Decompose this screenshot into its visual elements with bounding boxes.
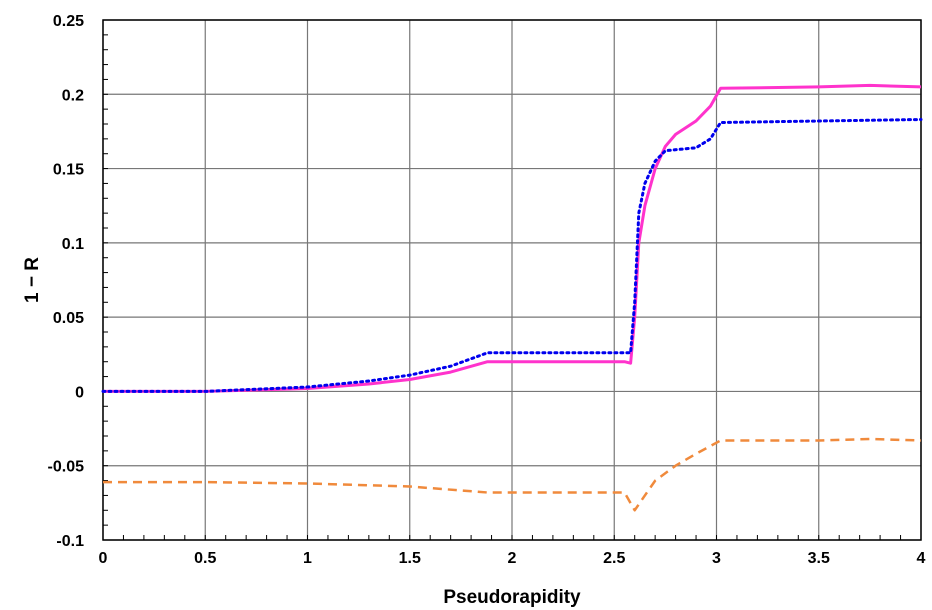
y-tick-label: 0.25 [53, 13, 84, 30]
x-tick-label: 1.5 [399, 550, 421, 567]
x-tick-label: 3.5 [808, 550, 830, 567]
y-tick-label: -0.05 [48, 459, 85, 476]
x-axis-title: Pseudorapidity [443, 587, 581, 608]
x-tick-label: 3 [712, 550, 721, 567]
gridlines [102, 19, 922, 541]
y-tick-label: 0 [75, 384, 84, 401]
tick-labels: 0 0.5 1 1.5 2 2.5 3 3.5 4 -0.1 -0.05 0 0.05 0.1 0.15 0.… [48, 13, 926, 567]
y-tick-label: 0.15 [53, 162, 84, 179]
x-tick-label: 4 [917, 550, 926, 567]
x-tick-label: 2 [508, 550, 517, 567]
plot-frame [102, 19, 922, 541]
y-tick-label: 0.2 [62, 87, 84, 104]
x-tick-label: 0.5 [194, 550, 216, 567]
y-tick-label: 0.05 [53, 310, 84, 327]
x-tick-label: 0 [99, 550, 108, 567]
series-line-dotted [101, 118, 923, 393]
series-line-solid [103, 83, 922, 393]
y-tick-label: 0.1 [62, 236, 84, 253]
series-line-dashed [103, 437, 922, 512]
series-layer [101, 83, 923, 512]
y-axis-title: 1 − R [22, 257, 43, 303]
x-tick-label: 1 [303, 550, 312, 567]
y-tick-label: -0.1 [56, 533, 84, 550]
x-tick-label: 2.5 [603, 550, 625, 567]
